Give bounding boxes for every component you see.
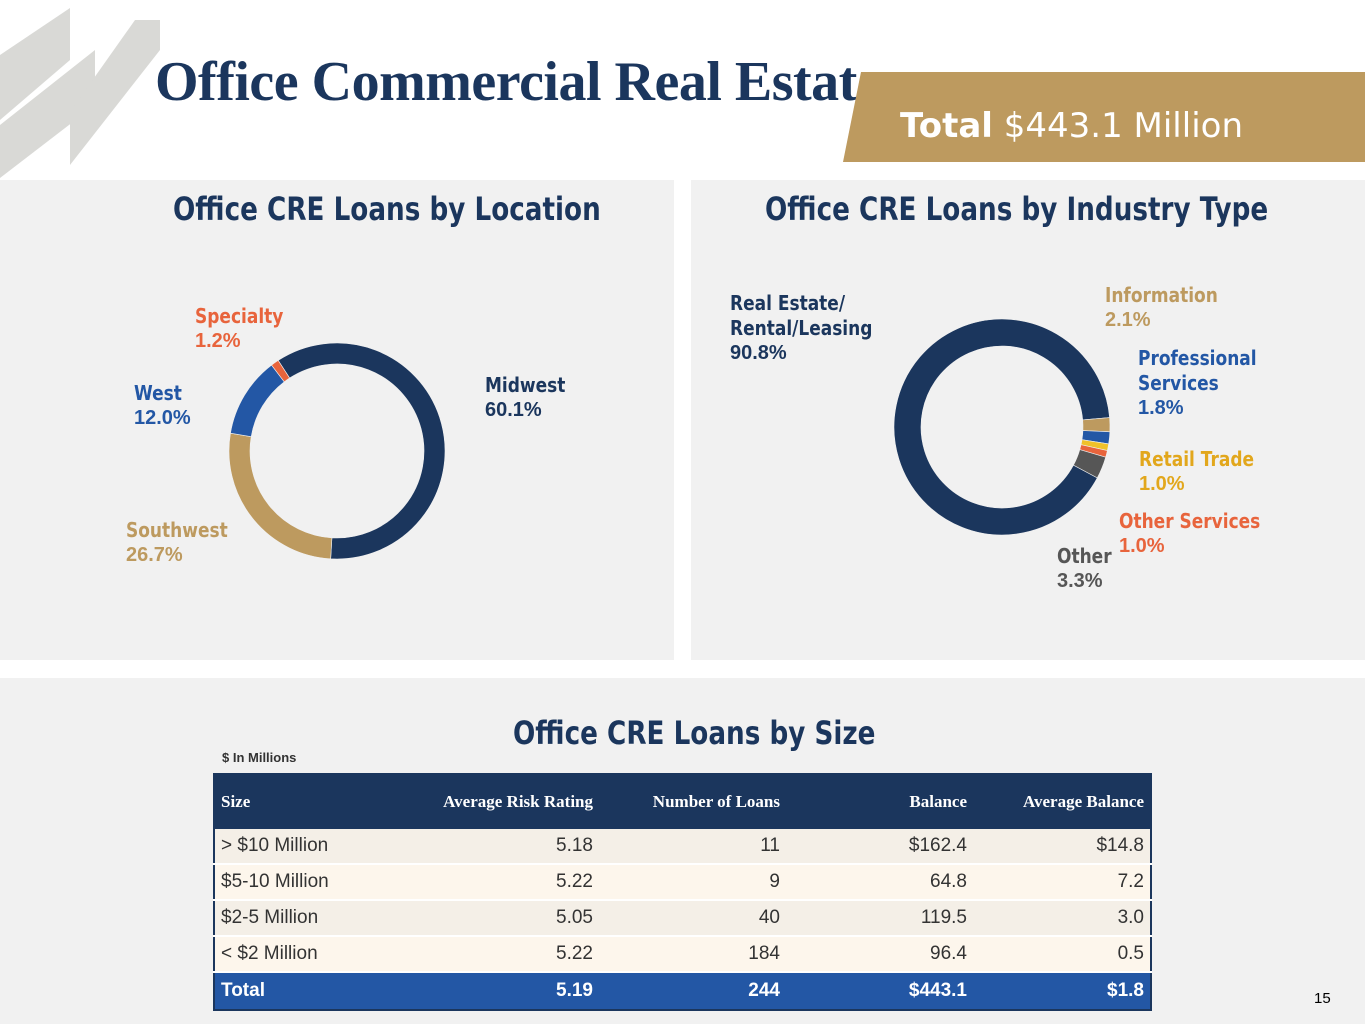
table-row: $5-10 Million 5.22 9 64.8 7.2 [214, 864, 1151, 901]
slice-label-name: Services [1138, 371, 1219, 395]
slice-label-information: Information 2.1% [1105, 283, 1238, 333]
slice-label-other-services: Other Services 1.0% [1119, 509, 1285, 559]
table-cell: > $10 Million [214, 829, 377, 865]
slice-label-specialty: Specialty 1.2% [195, 304, 299, 354]
table-cell: 244 [599, 972, 786, 1010]
table-cell: < $2 Million [214, 936, 377, 973]
page-number: 15 [1314, 990, 1331, 1007]
table-cell: 3.0 [973, 900, 1151, 937]
column-header: Size [214, 774, 377, 829]
company-logo-icon [0, 8, 160, 178]
slice-label-name: Southwest [126, 518, 228, 542]
slice-label-value: 26.7% [126, 544, 183, 566]
table-cell: 96.4 [786, 936, 973, 973]
slice-label-name: Other [1057, 544, 1112, 568]
table-cell: $14.8 [973, 829, 1151, 865]
slice-label-value: 12.0% [134, 407, 191, 429]
slice-label-value: 90.8% [730, 342, 787, 364]
table-cell: 5.05 [377, 900, 599, 937]
table-header-row: Size Average Risk Rating Number of Loans… [214, 774, 1151, 829]
table-cell: $1.8 [973, 972, 1151, 1010]
slice-label-west: West 12.0% [134, 381, 191, 431]
table-cell: $162.4 [786, 829, 973, 865]
total-amount: Total $443.1 Million [900, 106, 1243, 146]
loans-by-size-table: Size Average Risk Rating Number of Loans… [213, 773, 1152, 1011]
slice-label-name: Information [1105, 283, 1218, 307]
table-cell: 11 [599, 829, 786, 865]
table-row: > $10 Million 5.18 11 $162.4 $14.8 [214, 829, 1151, 865]
table-row: < $2 Million 5.22 184 96.4 0.5 [214, 936, 1151, 973]
location-chart-title: Office CRE Loans by Location [173, 190, 601, 228]
table-cell: Total [214, 972, 377, 1010]
table-cell: 184 [599, 936, 786, 973]
slice-label-value: 3.3% [1057, 570, 1103, 592]
table-cell: 5.22 [377, 864, 599, 901]
slice-label-real-estate-rental-leasing: Real Estate/Rental/Leasing 90.8% [730, 291, 898, 366]
table-cell: 64.8 [786, 864, 973, 901]
table-cell: 5.19 [377, 972, 599, 1010]
table-total-row: Total 5.19 244 $443.1 $1.8 [214, 972, 1151, 1010]
slice-label-name: Retail Trade [1139, 447, 1255, 471]
slice-label-name: Professional [1138, 346, 1257, 370]
slice-label-name: Rental/Leasing [730, 316, 873, 340]
table-cell: 5.22 [377, 936, 599, 973]
size-table-title: Office CRE Loans by Size [513, 714, 876, 752]
slice-label-value: 1.0% [1139, 473, 1185, 495]
units-note: $ In Millions [222, 750, 297, 765]
slice-label-name: Specialty [195, 304, 284, 328]
slice-label-name: West [134, 381, 182, 405]
total-value: $443.1 Million [1003, 106, 1243, 146]
table-cell: $5-10 Million [214, 864, 377, 901]
slice-label-midwest: Midwest 60.1% [485, 373, 580, 423]
table-cell: 5.18 [377, 829, 599, 865]
page-title: Office Commercial Real Estate [155, 51, 882, 113]
column-header: Balance [786, 774, 973, 829]
slice-label-name: Midwest [485, 373, 566, 397]
slice-label-value: 1.8% [1138, 397, 1184, 419]
table-cell: 40 [599, 900, 786, 937]
table-row: $2-5 Million 5.05 40 119.5 3.0 [214, 900, 1151, 937]
industry-chart-title: Office CRE Loans by Industry Type [765, 190, 1269, 228]
slice-label-value: 1.2% [195, 330, 241, 352]
table-cell: 9 [599, 864, 786, 901]
table-cell: 7.2 [973, 864, 1151, 901]
slice-label-southwest: Southwest 26.7% [126, 518, 246, 568]
table-cell: $2-5 Million [214, 900, 377, 937]
total-banner: Total $443.1 Million [843, 72, 1365, 162]
table-cell: 119.5 [786, 900, 973, 937]
total-label: Total [900, 106, 993, 146]
slice-label-retail-trade: Retail Trade 1.0% [1139, 447, 1274, 497]
slice-label-name: Real Estate/ [730, 291, 846, 315]
slice-label-professional-services: Professional Services 1.8% [1138, 346, 1278, 421]
slice-label-value: 1.0% [1119, 535, 1165, 557]
slice-label-name: Other Services [1119, 509, 1261, 533]
slice-label-value: 2.1% [1105, 309, 1151, 331]
column-header: Number of Loans [599, 774, 786, 829]
table-cell: 0.5 [973, 936, 1151, 973]
column-header: Average Risk Rating [377, 774, 599, 829]
column-header: Average Balance [973, 774, 1151, 829]
slice-label-other: Other 3.3% [1057, 544, 1121, 594]
slice-label-value: 60.1% [485, 399, 542, 421]
table-cell: $443.1 [786, 972, 973, 1010]
